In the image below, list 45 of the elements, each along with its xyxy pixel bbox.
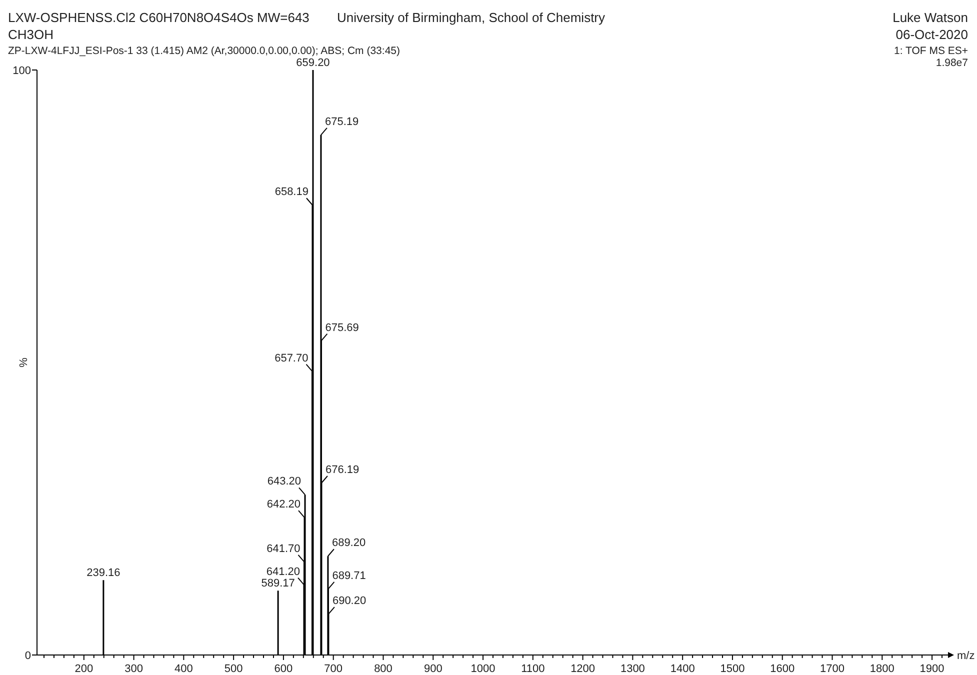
annotation: 689.20 [332,537,366,550]
annotation: 675.69 [325,322,359,334]
chart-title: LXW-OSPHENSS.Cl2 C60H70N8O4S4Os MW=643 [8,10,310,25]
x-tick-label: 1200 [570,663,596,675]
text: 06-Oct-2020 [896,27,968,42]
text: Luke Watson [892,10,968,25]
x-tick-label: 200 [74,663,94,675]
x-tick-label: 1000 [470,663,496,675]
x-tick-label: 900 [424,663,442,675]
x-tick-label: 800 [374,663,392,675]
text: CH3OH [8,27,54,42]
x-tick-label: 1100 [521,663,545,675]
x-tick-label: 400 [174,663,193,675]
annotation: 643.20 [267,476,302,488]
annotation: 641.20 [266,566,300,578]
x-tick-label: 1500 [720,663,745,675]
y-tick-label: 0 [24,650,31,662]
annotation: 641.70 [266,542,300,555]
x-tick-label: 1600 [770,663,795,675]
x-tick-label: 500 [224,663,243,675]
annotation: 689.71 [332,570,366,582]
annotation: 642.20 [266,498,301,511]
annotation: 239.16 [86,567,120,580]
y-tick-label: 100 [12,65,31,77]
x-tick-label: 1800 [870,663,894,675]
annotation: 658.19 [274,186,308,198]
annotation: 657.70 [274,352,308,364]
x-tick-label: 1300 [620,663,645,675]
annotation: 659.20 [296,57,330,69]
text: 1.98e7 [936,57,968,69]
annotation: 676.19 [325,464,360,476]
chart-subtitle: ZP-LXW-4LFJJ_ESI-Pos-1 33 (1.415) AM2 (Ar,30000.0,0.00,0.00); ABS; Cm (33:45) [8,45,400,57]
annotation: 675.19 [324,116,359,128]
annotation: 690.20 [332,595,366,608]
y-axis-title: % [18,357,30,368]
annotation: 589.17 [261,578,295,590]
x-tick-label: 700 [324,663,343,675]
text: University of Birmingham, School of Chemistry [336,10,606,25]
text: 1: TOF MS ES+ [894,45,968,57]
x-tick-label: 1900 [920,663,944,675]
x-tick-label: 300 [124,663,143,675]
x-tick-label: 1700 [820,663,844,675]
x-tick-label: 600 [274,663,293,675]
x-tick-label: 1400 [670,663,695,675]
x-axis-title: m/z [957,650,975,662]
